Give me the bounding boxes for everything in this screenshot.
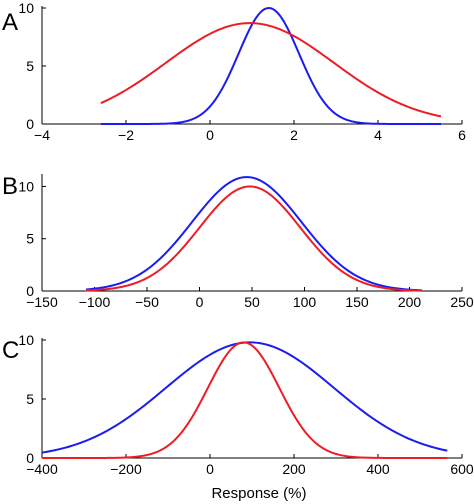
blue-series-line (86, 176, 423, 292)
y-tick-label: 5 (26, 391, 34, 407)
x-tick-label: −50 (135, 294, 159, 310)
x-axis-label: Response (%) (211, 485, 306, 502)
x-tick-label: 0 (196, 294, 204, 310)
x-tick-label: −100 (79, 294, 111, 310)
blue-series-line (100, 6, 441, 125)
x-tick-label: 6 (458, 127, 466, 143)
x-tick-label: −2 (118, 127, 134, 143)
red-series-line (42, 341, 448, 459)
blue-series-line (41, 341, 448, 454)
y-tick-label: 0 (26, 116, 34, 132)
panel-a: A −4 −2 0 2 4 6 0 5 10 (2, 0, 466, 143)
x-tick-label: 200 (398, 294, 422, 310)
x-tick-label: 50 (244, 294, 260, 310)
panel-letter: B (2, 173, 18, 200)
panel-letter: C (2, 337, 19, 364)
x-tick-label: 100 (293, 294, 317, 310)
x-tick-label: 200 (282, 461, 306, 477)
x-tick-label: 400 (366, 461, 390, 477)
x-tick-label: 150 (345, 294, 369, 310)
y-tick-label: 10 (18, 0, 34, 16)
y-tick-label: 5 (26, 58, 34, 74)
x-tick-label: 0 (206, 127, 214, 143)
red-series-line (100, 22, 442, 118)
x-tick-label: −150 (26, 294, 58, 310)
x-tick-label: 600 (450, 461, 474, 477)
panel-c: C −400 −200 0 200 400 600 0 5 10 (2, 332, 474, 477)
x-tick-label: −200 (110, 461, 142, 477)
x-tick-label: 4 (374, 127, 382, 143)
y-tick-label: 10 (18, 178, 34, 194)
x-tick-label: 0 (206, 461, 214, 477)
y-tick-label: 0 (26, 283, 34, 299)
red-series-line (86, 185, 423, 292)
y-tick-label: 5 (26, 231, 34, 247)
panel-b: B −150 −100 −50 0 50 100 150 200 250 0 5 10 (2, 173, 474, 310)
y-tick-label: 0 (26, 450, 34, 466)
x-tick-label: −400 (26, 461, 58, 477)
y-tick-label: 10 (18, 332, 34, 348)
x-tick-label: −4 (34, 127, 50, 143)
x-tick-label: 250 (450, 294, 474, 310)
panel-letter: A (2, 9, 18, 36)
x-tick-label: 2 (290, 127, 298, 143)
